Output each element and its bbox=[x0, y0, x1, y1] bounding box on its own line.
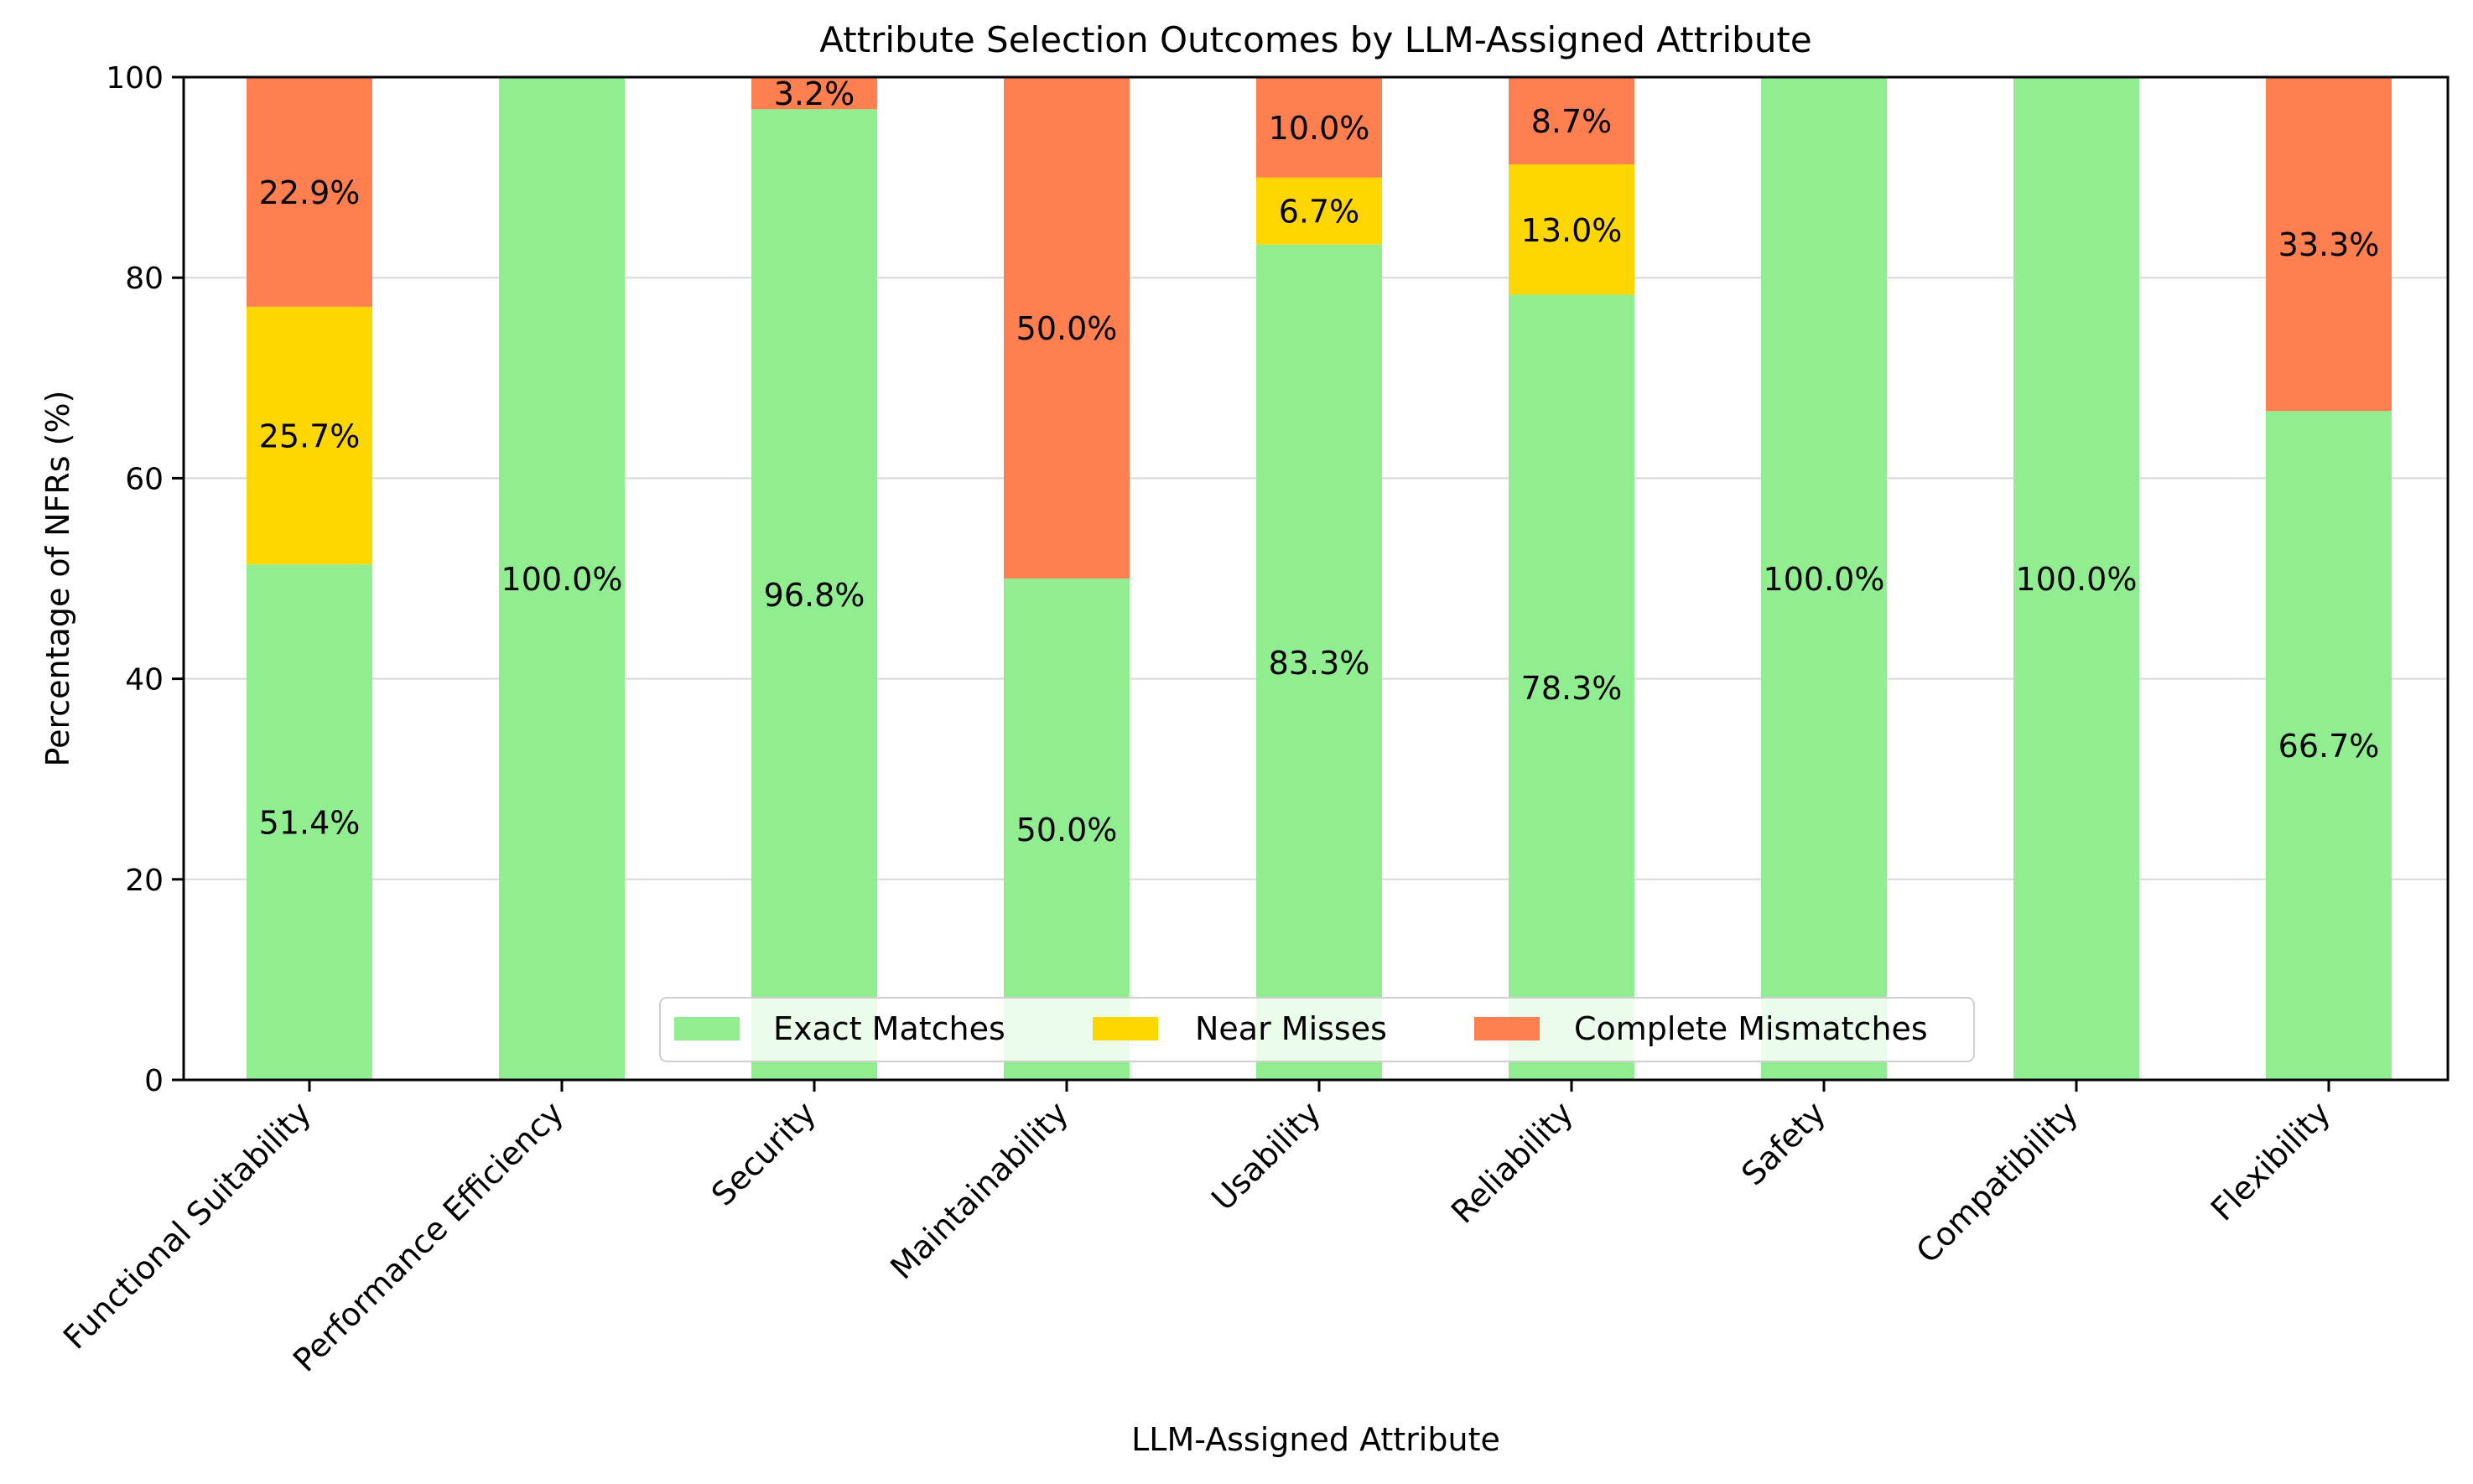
bar-segment bbox=[1509, 294, 1634, 1081]
legend-swatch bbox=[1474, 1017, 1540, 1040]
bar-segment bbox=[499, 77, 625, 1080]
bar-value-label: 6.7% bbox=[1279, 194, 1360, 231]
bar-value-label: 100.0% bbox=[2016, 561, 2138, 598]
bar-segment bbox=[2266, 411, 2392, 1080]
bar-value-label: 50.0% bbox=[1016, 310, 1118, 347]
bar-value-label: 78.3% bbox=[1521, 670, 1623, 707]
legend-swatch bbox=[1093, 1017, 1158, 1040]
bar-segment bbox=[751, 109, 877, 1081]
bar-value-label: 13.0% bbox=[1521, 212, 1623, 249]
legend-swatch bbox=[674, 1017, 740, 1040]
bar-segment bbox=[1256, 244, 1382, 1080]
x-axis-label: LLM-Assigned Attribute bbox=[1131, 1421, 1500, 1458]
y-tick-label: 100 bbox=[106, 61, 164, 96]
legend: Exact Matches Near Misses Complete Mismatc… bbox=[659, 997, 1975, 1062]
y-axis: 0 20 40 60 80 100 bbox=[106, 61, 184, 1098]
bar-segment bbox=[1004, 77, 1130, 579]
bar-segment bbox=[2013, 77, 2139, 1080]
y-tick-label: 80 bbox=[125, 262, 164, 296]
bar-value-label: 25.7% bbox=[259, 418, 361, 455]
plot-area-frame bbox=[182, 75, 2450, 1082]
bar-value-label: 8.7% bbox=[1531, 103, 1613, 140]
bar-segment bbox=[1761, 77, 1887, 1080]
y-tick-label: 0 bbox=[144, 1064, 164, 1098]
bar-segment bbox=[1004, 579, 1130, 1080]
bars bbox=[247, 77, 2392, 1081]
bar-value-label: 50.0% bbox=[1016, 812, 1118, 848]
bar-segment bbox=[1509, 77, 1634, 165]
bar-segment bbox=[1256, 177, 1382, 245]
bar-segment bbox=[247, 564, 372, 1080]
legend-label: Near Misses bbox=[1195, 1010, 1387, 1047]
chart-title: Attribute Selection Outcomes by LLM-Assi… bbox=[819, 19, 1812, 60]
y-tick-label: 20 bbox=[125, 864, 164, 898]
bar-value-label: 51.4% bbox=[259, 805, 361, 842]
y-tick-label: 60 bbox=[125, 462, 164, 496]
bar-segment bbox=[1256, 77, 1382, 178]
bar-value-label: 96.8% bbox=[764, 577, 865, 614]
bar-segment bbox=[751, 77, 877, 110]
bar-segment bbox=[2266, 77, 2392, 412]
bar-value-label: 10.0% bbox=[1269, 110, 1370, 147]
bar-value-label: 83.3% bbox=[1269, 645, 1370, 682]
bar-value-label: 3.2% bbox=[774, 75, 855, 112]
bar-segment bbox=[247, 306, 372, 565]
data-labels: 51.4% 25.7% 22.9% 100.0% 96.8% 3.2% 50.0% 50.0%… bbox=[259, 75, 2380, 848]
legend-box bbox=[659, 997, 1975, 1062]
bar-segment bbox=[247, 77, 372, 307]
bar-value-label: 100.0% bbox=[501, 561, 623, 598]
bar-value-label: 33.3% bbox=[2278, 226, 2380, 263]
y-tick-label: 40 bbox=[125, 663, 164, 698]
legend-label: Exact Matches bbox=[773, 1010, 1005, 1047]
bar-value-label: 22.9% bbox=[259, 174, 361, 211]
bar-value-label: 66.7% bbox=[2278, 728, 2380, 765]
bar-value-label: 100.0% bbox=[1764, 561, 1885, 598]
legend-label: Complete Mismatches bbox=[1574, 1010, 1928, 1047]
bar-segment bbox=[1509, 164, 1634, 295]
y-axis-label: Percentage of NFRs (%) bbox=[39, 391, 76, 767]
